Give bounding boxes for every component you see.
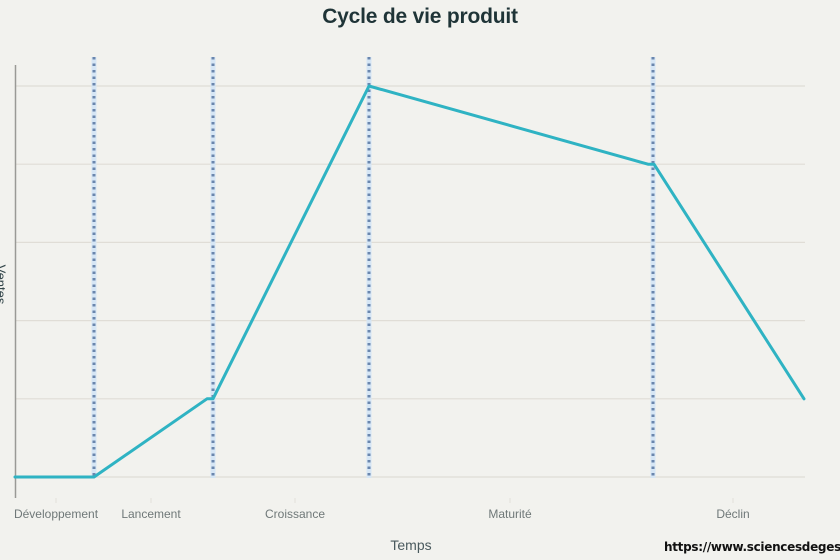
x-ticks [55, 498, 734, 503]
sales-line [13, 84, 806, 479]
phase-dividers [91, 57, 656, 478]
x-tick-label-lancement: Lancement [121, 507, 181, 521]
x-tick-label-declin: Déclin [716, 507, 750, 521]
gridlines [15, 85, 805, 478]
x-tick-label-croissance: Croissance [264, 507, 326, 521]
chart-title: Cycle de vie produit [322, 5, 518, 28]
x-tick-label-maturite: Maturité [488, 507, 532, 521]
x-axis-label: Temps [390, 537, 432, 553]
source-url: https://www.sciencesdegestion [664, 540, 840, 554]
x-tick-label-developpement: Développement [13, 507, 99, 521]
